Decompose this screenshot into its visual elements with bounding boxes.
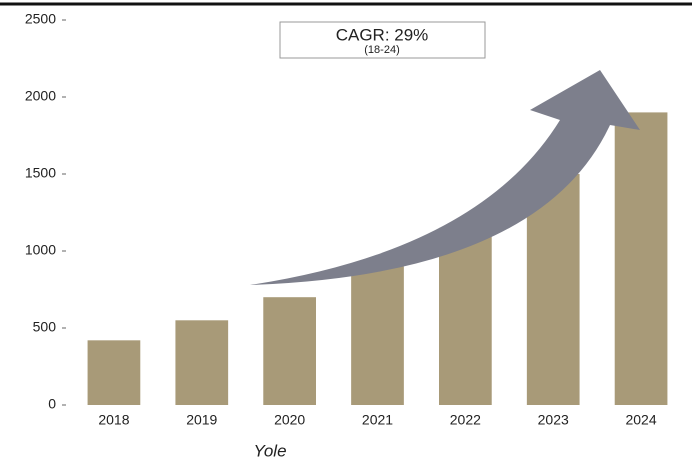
bar: [175, 320, 229, 405]
y-tick-label: 2000: [25, 88, 56, 104]
source: Yole: [253, 441, 286, 460]
cagr-label: CAGR: 29%: [336, 25, 429, 44]
x-tick-label: 2024: [625, 412, 656, 428]
annotation-box: [279, 21, 486, 59]
x-tick-label: 2023: [538, 412, 569, 428]
y-tick-label: 1500: [25, 165, 56, 181]
x-tick-label: 2018: [98, 412, 129, 428]
x-tick-label: 2022: [450, 412, 481, 428]
y-tick-label: 2500: [25, 11, 56, 27]
y-tick-label: 500: [33, 319, 57, 335]
growth-arrow: [250, 70, 640, 285]
x-tick-label: 2021: [362, 412, 393, 428]
x-tick-label: 2020: [274, 412, 305, 428]
y-tick-label: 0: [48, 396, 56, 412]
bar: [614, 112, 668, 406]
x-tick-label: 2019: [186, 412, 217, 428]
bar: [439, 227, 492, 405]
bar: [351, 266, 404, 405]
bar: [526, 174, 580, 405]
bar: [87, 340, 141, 405]
bar: [263, 297, 316, 405]
cagr-period: (18-24): [364, 44, 399, 56]
y-tick-label: 1000: [25, 242, 56, 258]
